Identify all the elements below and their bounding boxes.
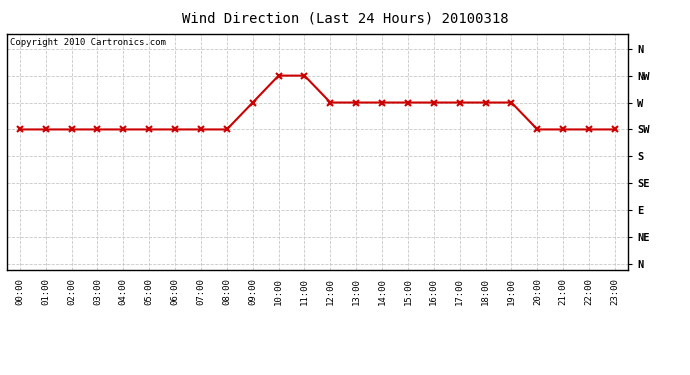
Text: Wind Direction (Last 24 Hours) 20100318: Wind Direction (Last 24 Hours) 20100318 [181, 11, 509, 25]
Text: Copyright 2010 Cartronics.com: Copyright 2010 Cartronics.com [10, 39, 166, 48]
